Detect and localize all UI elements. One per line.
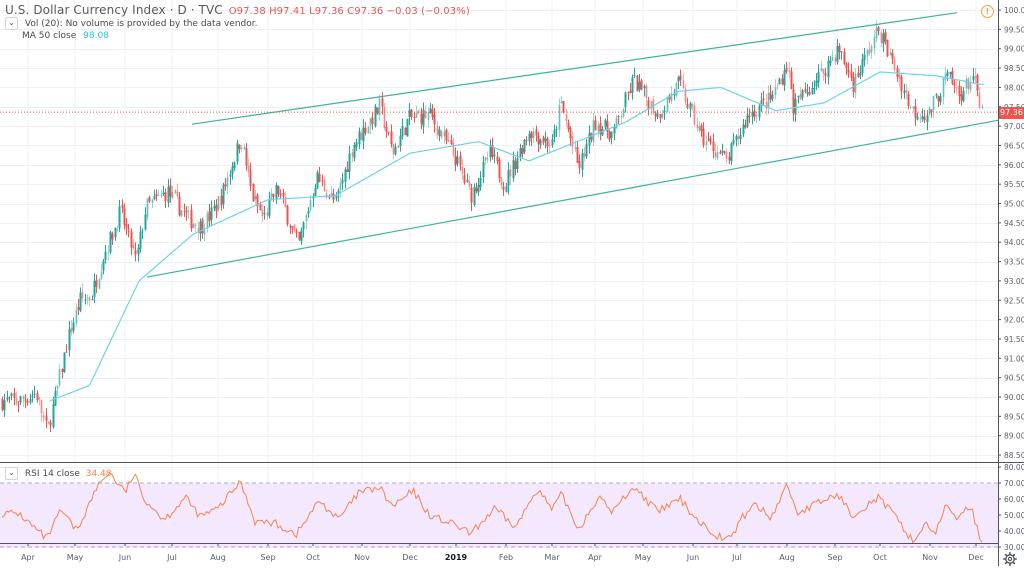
rsi-band: [0, 482, 998, 548]
svg-text:90.00: 90.00: [1004, 393, 1024, 402]
svg-text:96.50: 96.50: [1004, 141, 1024, 150]
svg-text:Nov: Nov: [354, 553, 370, 562]
svg-text:May: May: [635, 553, 652, 562]
ma-value: 98.08: [83, 31, 109, 41]
svg-text:Oct: Oct: [873, 553, 887, 562]
ohlc-values: O97.38 H97.41 L97.36 C97.36 −0.03 (−0.03…: [228, 6, 470, 17]
svg-text:100.00: 100.00: [1004, 6, 1024, 15]
rsi-line: [1, 472, 983, 544]
svg-text:97.00: 97.00: [1004, 122, 1024, 131]
last-price-tag: 97.36: [999, 107, 1024, 119]
svg-text:50.00: 50.00: [1004, 511, 1024, 520]
trendlines[interactable]: [146, 12, 999, 278]
gear-icon[interactable]: [1003, 551, 1017, 566]
svg-text:91.50: 91.50: [1004, 335, 1024, 344]
rsi-value: 34.48: [85, 469, 112, 479]
svg-text:93.50: 93.50: [1004, 258, 1024, 267]
svg-text:93.00: 93.00: [1004, 277, 1024, 286]
svg-text:Nov: Nov: [922, 553, 938, 562]
svg-text:Jun: Jun: [686, 553, 700, 562]
svg-text:99.00: 99.00: [1004, 45, 1024, 54]
symbol-title[interactable]: U.S. Dollar Currency Index · D · TVC: [5, 3, 223, 17]
svg-text:Dec: Dec: [968, 553, 983, 562]
svg-text:70.00: 70.00: [1004, 479, 1024, 488]
svg-text:92.50: 92.50: [1004, 296, 1024, 305]
svg-text:Jul: Jul: [731, 553, 742, 562]
chevron-down-icon[interactable]: ⌄: [5, 467, 18, 480]
alert-circle-icon[interactable]: !: [981, 5, 994, 18]
svg-text:92.00: 92.00: [1004, 316, 1024, 325]
svg-text:Feb: Feb: [499, 553, 513, 562]
svg-text:Mar: Mar: [544, 553, 560, 562]
ma-line: [49, 71, 984, 402]
volume-row: ⌄ Vol (20): No volume is provided by the…: [5, 17, 257, 30]
svg-text:99.50: 99.50: [1004, 25, 1024, 34]
svg-text:Jul: Jul: [166, 553, 177, 562]
svg-text:May: May: [67, 553, 84, 562]
chevron-down-icon[interactable]: ⌄: [5, 17, 18, 30]
svg-text:60.00: 60.00: [1004, 495, 1024, 504]
svg-text:Sep: Sep: [827, 553, 842, 562]
ma-label[interactable]: MA 50 close: [22, 31, 77, 41]
symbol-title-row: U.S. Dollar Currency Index · D · TVC O97…: [5, 3, 470, 17]
svg-text:98.00: 98.00: [1004, 83, 1024, 92]
rsi-label[interactable]: RSI 14 close: [24, 469, 80, 479]
svg-text:Aug: Aug: [779, 553, 795, 562]
svg-text:88.50: 88.50: [1004, 451, 1024, 460]
svg-text:40.00: 40.00: [1004, 527, 1024, 536]
svg-text:95.00: 95.00: [1004, 200, 1024, 209]
svg-text:95.50: 95.50: [1004, 180, 1024, 189]
svg-text:Aug: Aug: [210, 553, 226, 562]
svg-text:94.00: 94.00: [1004, 238, 1024, 247]
volume-label: Vol (20): No volume is provided by the d…: [24, 19, 258, 29]
svg-text:96.00: 96.00: [1004, 161, 1024, 170]
grid-lines: [0, 0, 998, 548]
svg-text:94.50: 94.50: [1004, 219, 1024, 228]
svg-text:89.50: 89.50: [1004, 412, 1024, 421]
svg-text:89.00: 89.00: [1004, 432, 1024, 441]
candlesticks: [1, 20, 984, 432]
svg-text:Apr: Apr: [21, 553, 36, 562]
svg-text:Sep: Sep: [260, 553, 275, 562]
ma-legend-row: MA 50 close 98.08: [22, 31, 109, 41]
rsi-legend: ⌄ RSI 14 close 34.48: [5, 467, 112, 480]
svg-text:80.00: 80.00: [1004, 463, 1024, 472]
svg-text:2019: 2019: [445, 553, 468, 562]
svg-text:Jun: Jun: [118, 553, 132, 562]
svg-text:Oct: Oct: [306, 553, 320, 562]
svg-text:30.00: 30.00: [1004, 543, 1024, 552]
svg-text:Apr: Apr: [588, 553, 603, 562]
svg-text:98.50: 98.50: [1004, 64, 1024, 73]
svg-text:90.50: 90.50: [1004, 374, 1024, 383]
svg-text:91.00: 91.00: [1004, 354, 1024, 363]
svg-text:Dec: Dec: [402, 553, 417, 562]
